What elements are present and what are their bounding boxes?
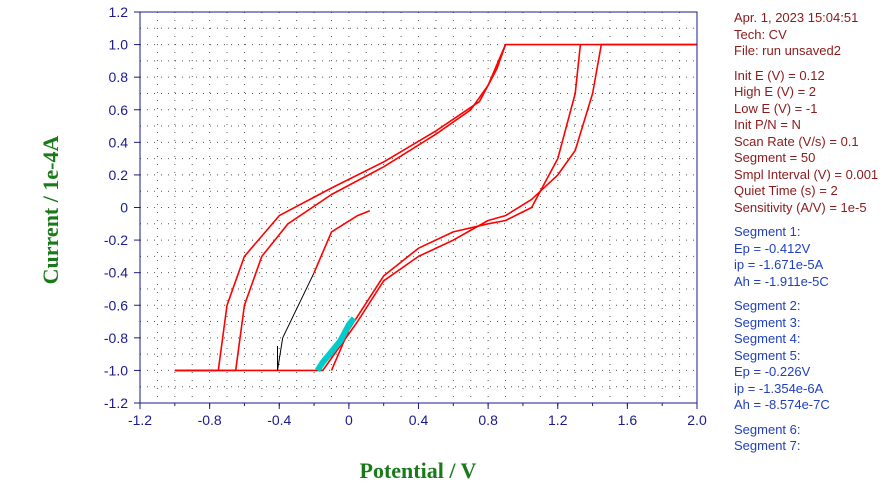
info-panel: Apr. 1, 2023 15:04:51 Tech: CV File: run… bbox=[734, 10, 878, 455]
result-segment-4: Segment 4: bbox=[734, 331, 801, 346]
y-tick-label: 1.0 bbox=[109, 37, 129, 53]
param-init-pn: Init P/N = N bbox=[734, 117, 801, 132]
result-ah-1: Ah = -1.911e-5C bbox=[734, 273, 829, 289]
result-ep-1: Ep = -0.412V bbox=[734, 240, 811, 256]
param-low-e: Low E (V) = -1 bbox=[734, 100, 818, 116]
series-line-7 bbox=[314, 316, 357, 373]
x-tick-label: 0 bbox=[345, 412, 353, 428]
y-tick-label: -0.6 bbox=[104, 297, 128, 313]
x-tick-label: -0.8 bbox=[198, 412, 222, 428]
series-line-5 bbox=[277, 272, 315, 371]
y-tick-label: -1.2 bbox=[104, 395, 128, 411]
y-tick-label: 1.2 bbox=[109, 4, 129, 20]
grid bbox=[140, 12, 697, 403]
info-header-date: Apr. 1, 2023 15:04:51 bbox=[734, 10, 859, 25]
result-ep-5: Ep = -0.226V bbox=[734, 364, 811, 379]
y-axis-label: Current / 1e-4A bbox=[38, 136, 63, 285]
plot-frame bbox=[139, 11, 698, 404]
param-segment: Segment = 50 bbox=[734, 150, 816, 165]
x-tick-label: -0.4 bbox=[267, 412, 291, 428]
x-tick-label: -1.2 bbox=[128, 412, 152, 428]
info-header-tech: Tech: CV bbox=[734, 26, 787, 42]
y-tick-label: 0.8 bbox=[109, 69, 129, 85]
x-axis-label: Potential / V bbox=[360, 458, 477, 483]
result-segment-6: Segment 6: bbox=[734, 421, 801, 437]
param-scan-rate: Scan Rate (V/s) = 0.1 bbox=[734, 133, 859, 149]
series-group bbox=[174, 43, 697, 373]
result-segment-2: Segment 2: bbox=[734, 298, 801, 313]
result-segment-3: Segment 3: bbox=[734, 314, 801, 330]
x-tick-label: 2.0 bbox=[687, 412, 707, 428]
series-line-4 bbox=[330, 44, 582, 371]
series-line-2 bbox=[174, 44, 507, 372]
param-init-e: Init E (V) = 0.12 bbox=[734, 67, 825, 83]
cv-chart: Current / 1e-4A Potential / V -1.2 -0.8 -0… bbox=[38, 4, 707, 483]
param-sensitivity: Sensitivity (A/V) = 1e-5 bbox=[734, 199, 867, 215]
y-tick-label: -0.2 bbox=[104, 232, 128, 248]
series-line-3 bbox=[174, 43, 697, 372]
y-tick-label: 0.2 bbox=[109, 167, 129, 183]
x-tick-label: 1.2 bbox=[548, 412, 568, 428]
y-tick-label: 0 bbox=[120, 200, 128, 216]
result-segment-5: Segment 5: bbox=[734, 347, 801, 363]
x-tick-label: 1.6 bbox=[618, 412, 638, 428]
series-line-1 bbox=[174, 43, 697, 372]
param-high-e: High E (V) = 2 bbox=[734, 84, 817, 99]
y-tick-label: -0.8 bbox=[104, 330, 128, 346]
y-tick-label: -1.0 bbox=[104, 362, 128, 378]
info-header-file: File: run unsaved2 bbox=[734, 43, 841, 58]
y-tick-label: 0.4 bbox=[109, 134, 129, 150]
y-tick-label: -0.4 bbox=[104, 265, 128, 281]
result-segment-7: Segment 7: bbox=[734, 438, 801, 453]
result-ip-5: ip = -1.354e-6A bbox=[734, 380, 824, 396]
axes: -1.2 -0.8 -0.4 0 0.4 0.8 1.2 1.6 2.0 1.2 1.0 0.8 0.6… bbox=[104, 4, 707, 428]
param-quiet-time: Quiet Time (s) = 2 bbox=[734, 183, 838, 198]
result-segment-1: Segment 1: bbox=[734, 224, 801, 239]
series-line-6 bbox=[313, 210, 371, 274]
y-tick-label: 0.6 bbox=[109, 102, 129, 118]
x-tick-label: 0.4 bbox=[409, 412, 429, 428]
param-smpl-interval: Smpl Interval (V) = 0.001 bbox=[734, 166, 879, 182]
result-ah-5: Ah = -8.574e-7C bbox=[734, 397, 830, 412]
result-ip-1: ip = -1.671e-5A bbox=[734, 257, 824, 272]
x-tick-label: 0.8 bbox=[478, 412, 498, 428]
